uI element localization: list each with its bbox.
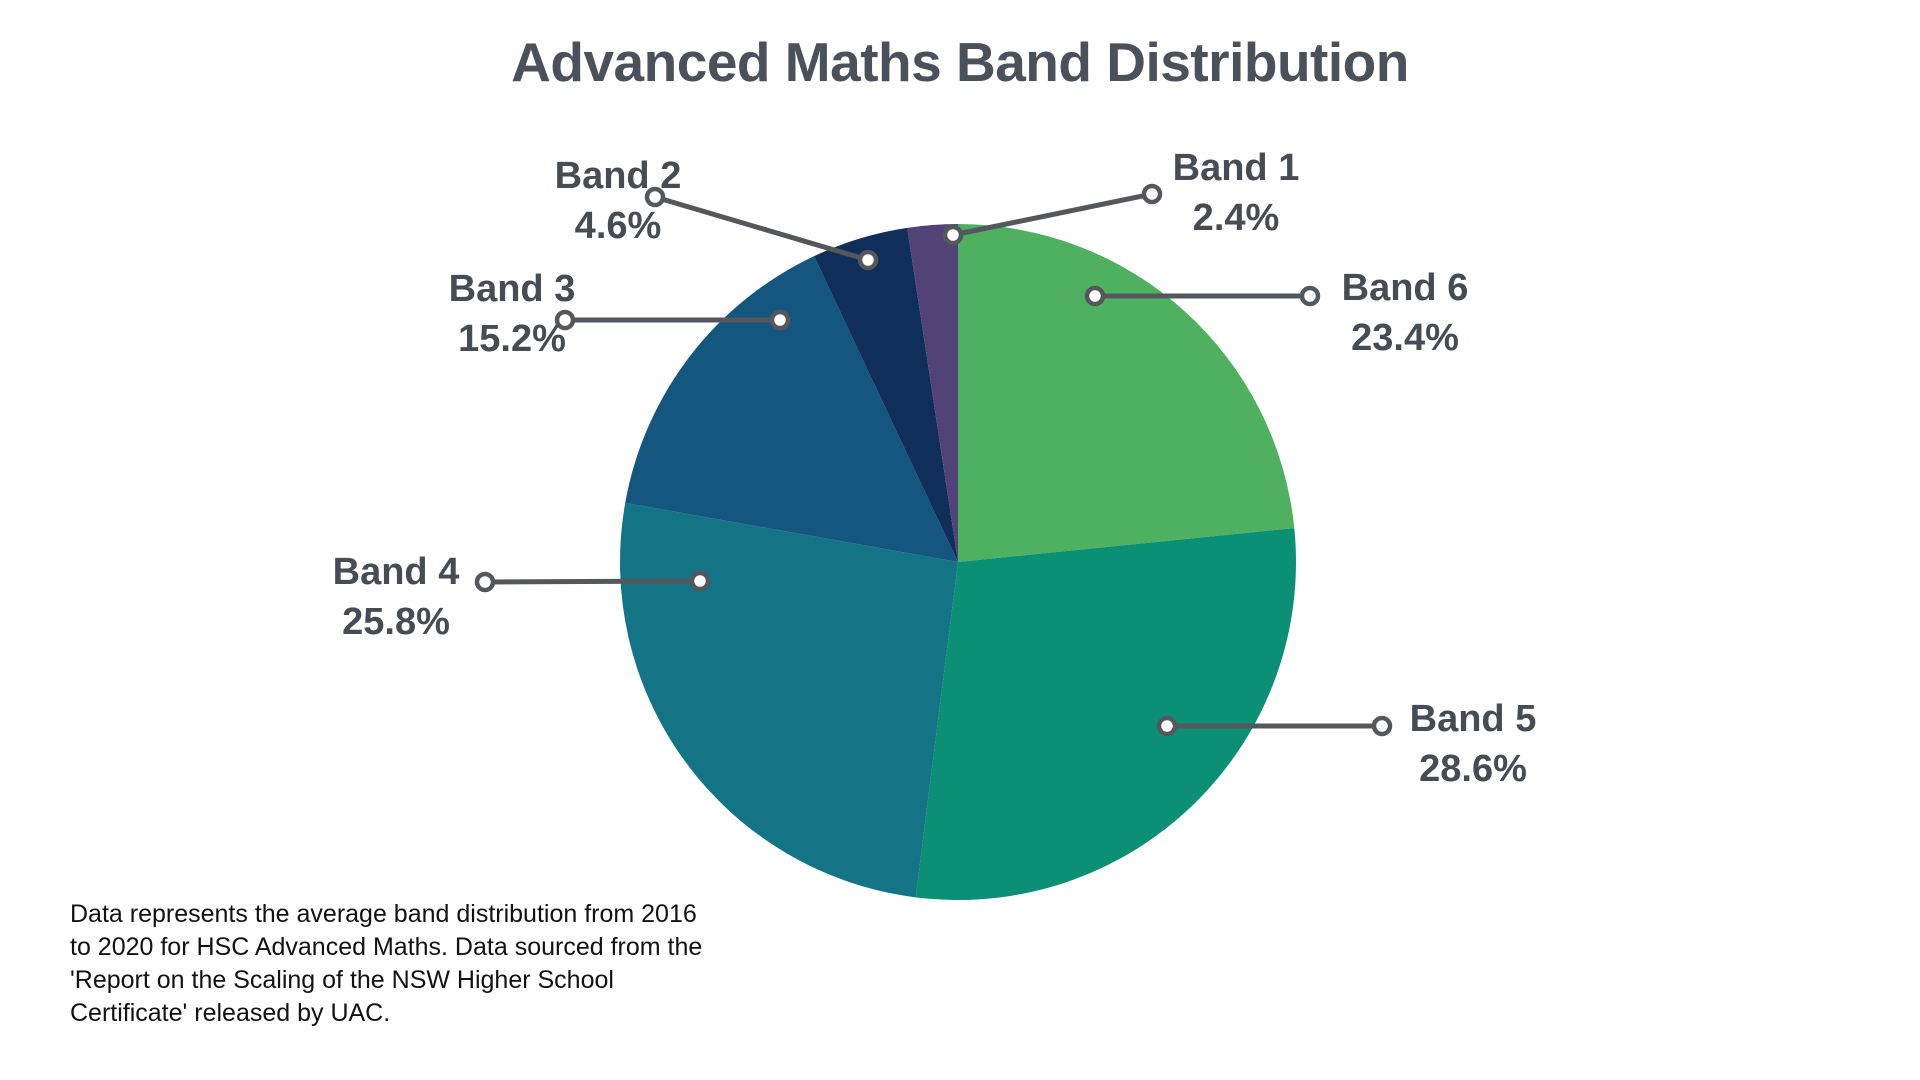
footnote-line: to 2020 for HSC Advanced Maths. Data sou…	[70, 933, 703, 961]
connector-dot-outer-band-5	[1371, 715, 1393, 737]
slice-label-band-2: Band 2 4.6%	[555, 151, 682, 251]
slice-label-band-1: Band 1 2.4%	[1173, 143, 1300, 243]
connector-dot-outer-band-3	[554, 309, 576, 331]
slice-name-band-3: Band 3	[448, 268, 576, 310]
chart-title: Advanced Maths Band Distribution	[511, 31, 1409, 93]
pie-slice-band-2	[814, 227, 958, 563]
footnote-line: Data represents the average band distrib…	[70, 900, 697, 928]
slice-percent-band-4: 25.8%	[342, 601, 450, 643]
connector-dot-inner-band-6	[1084, 285, 1106, 307]
connector-dot-inner-band-1	[942, 224, 964, 246]
connector-dot-inner-band-3	[769, 309, 791, 331]
slice-name-band-6: Band 6	[1341, 267, 1469, 309]
connector-dot-outer-band-4	[474, 571, 496, 593]
pie-slice-band-1	[907, 224, 958, 562]
footnote-line: 'Report on the Scaling of the NSW Higher…	[70, 966, 614, 994]
slice-label-band-4: Band 4 25.8%	[333, 547, 460, 647]
pie-slice-band-4	[620, 502, 958, 898]
connector-dot-outer-band-6	[1299, 285, 1321, 307]
leader-line-band-4	[484, 578, 701, 585]
slice-label-band-6: Band 6 23.4%	[1342, 263, 1469, 363]
pie-slice-band-3	[625, 256, 958, 562]
leader-line-band-1	[952, 191, 1153, 238]
footnote-line: Certificate' released by UAC.	[70, 999, 391, 1027]
slice-name-band-4: Band 4	[332, 551, 460, 593]
footnote: Data represents the average band distrib…	[70, 898, 702, 1030]
connector-dot-inner-band-5	[1156, 715, 1178, 737]
connector-dot-inner-band-2	[857, 249, 879, 271]
slice-percent-band-2: 4.6%	[574, 205, 662, 247]
slice-label-band-5: Band 5 28.6%	[1410, 694, 1537, 794]
leader-line-band-2	[654, 194, 869, 263]
slice-name-band-2: Band 2	[554, 155, 682, 197]
slice-label-band-3: Band 3 15.2%	[449, 264, 576, 364]
connector-dot-outer-band-2	[644, 186, 666, 208]
slice-name-band-5: Band 5	[1409, 698, 1537, 740]
slice-name-band-1: Band 1	[1172, 147, 1300, 189]
slice-percent-band-3: 15.2%	[458, 318, 566, 360]
slice-percent-band-5: 28.6%	[1419, 748, 1527, 790]
connector-dot-inner-band-4	[689, 570, 711, 592]
connector-dot-outer-band-1	[1141, 183, 1163, 205]
pie-slice-band-5	[915, 528, 1296, 900]
slice-percent-band-6: 23.4%	[1351, 317, 1459, 359]
slice-percent-band-1: 2.4%	[1192, 197, 1280, 239]
pie-slice-band-6	[958, 224, 1295, 562]
